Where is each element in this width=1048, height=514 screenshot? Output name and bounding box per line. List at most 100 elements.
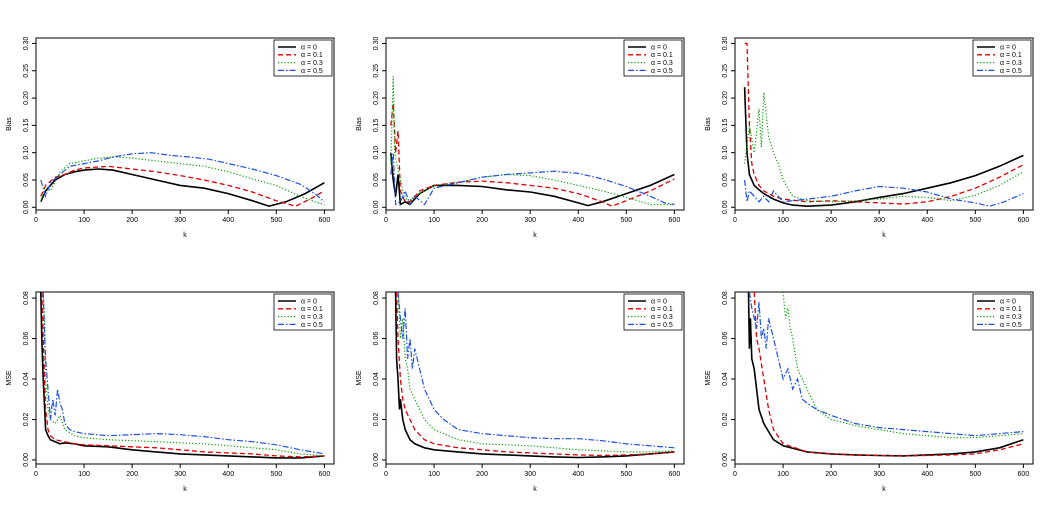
y-tick-label: 0.04 [722,372,729,386]
y-tick-label: 0.06 [722,332,729,346]
y-tick-label: 0.15 [722,118,729,132]
x-axis-title: k [882,486,886,493]
y-tick-label: 0.10 [23,146,30,160]
x-tick-label: 500 [270,217,282,224]
x-tick-label: 300 [873,471,885,478]
series-line-a03 [40,156,325,206]
legend-label-a01: α = 0.1 [1000,306,1022,313]
x-tick-label: 200 [126,471,138,478]
x-tick-label: 100 [428,217,440,224]
legend-label-a03: α = 0.3 [651,314,673,321]
series-line-a05 [40,152,325,203]
x-tick-label: 500 [620,471,632,478]
x-axis-title: k [882,232,886,239]
y-axis-title: Bias [356,117,363,131]
series-line-a03 [42,292,325,457]
series-line-a0 [40,168,325,208]
y-tick-label: 0.05 [373,173,380,187]
x-tick-label: 300 [873,217,885,224]
x-tick-label: 0 [733,471,737,478]
y-tick-label: 0.00 [23,453,30,467]
legend-label-a05: α = 0.5 [1000,68,1022,75]
x-tick-label: 400 [572,217,584,224]
y-tick-label: 0.04 [373,372,380,386]
legend-label-a03: α = 0.3 [651,60,673,67]
legend-label-a03: α = 0.3 [1000,314,1022,321]
x-tick-label: 300 [174,471,186,478]
y-tick-label: 0.08 [23,291,30,305]
x-tick-label: 100 [428,471,440,478]
y-tick-label: 0.02 [373,413,380,427]
legend-label-a01: α = 0.1 [651,52,673,59]
x-tick-label: 0 [34,471,38,478]
chart-panel-5: 0 100 200 300 400 500 600 0.00 0.02 0.04 0.06 0.08 k… [356,291,685,493]
x-tick-label: 100 [777,471,789,478]
series-line-a05 [390,152,675,206]
legend-label-a01: α = 0.1 [301,306,323,313]
legend-label-a05: α = 0.5 [301,68,323,75]
y-tick-label: 0.15 [373,118,380,132]
series-line-a03 [390,76,675,206]
y-tick-label: 0.00 [722,453,729,467]
series-line-a01 [41,292,325,458]
y-tick-label: 0.05 [23,173,30,187]
legend: α = 0α = 0.1α = 0.3α = 0.5 [972,293,1032,331]
series-line-a01 [744,42,1024,205]
y-axis-title: MSE [705,370,712,386]
series-line-a03 [397,292,675,453]
y-tick-label: 0.30 [722,37,729,51]
x-tick-label: 400 [921,217,933,224]
x-tick-label: 600 [319,471,331,478]
plot-frame [35,37,335,211]
y-tick-label: 0.30 [23,37,30,51]
series-group [390,76,675,207]
y-tick-label: 0.20 [722,91,729,105]
legend: α = 0α = 0.1α = 0.3α = 0.5 [972,39,1032,77]
legend: α = 0α = 0.1α = 0.3α = 0.5 [623,39,683,77]
series-group [394,292,675,459]
series-line-a0 [394,292,675,459]
series-line-a05 [397,292,675,449]
x-tick-label: 100 [78,471,90,478]
legend-label-a0: α = 0 [301,44,317,51]
x-tick-label: 600 [669,217,681,224]
y-tick-label: 0.06 [23,332,30,346]
y-tick-label: 0.10 [373,146,380,160]
legend-label-a03: α = 0.3 [1000,60,1022,67]
x-tick-label: 300 [524,471,536,478]
y-axis-title: MSE [6,370,13,386]
x-tick-label: 400 [222,471,234,478]
x-tick-label: 0 [384,217,388,224]
plot-frame [734,291,1034,465]
y-tick-label: 0.08 [722,291,729,305]
series-group [40,292,325,459]
y-axis-title: Bias [6,117,13,131]
chart-panel-2: 0 100 200 300 400 500 600 0.00 0.05 0.10 0.15 0.20 0… [356,37,685,239]
plot-frame [35,291,335,465]
x-tick-label: 100 [777,217,789,224]
legend-box [273,39,333,77]
x-tick-label: 500 [969,217,981,224]
y-tick-label: 0.20 [373,91,380,105]
x-axis-title: k [533,232,537,239]
series-group [747,292,1024,457]
y-tick-label: 0.25 [373,64,380,78]
y-axis-title: MSE [356,370,363,386]
x-axis-title: k [183,486,187,493]
x-tick-label: 200 [825,217,837,224]
y-tick-label: 0.00 [23,200,30,214]
x-tick-label: 200 [476,217,488,224]
y-tick-label: 0.05 [722,173,729,187]
chart-panel-4: 0 100 200 300 400 500 600 0.00 0.02 0.04 0.06 0.08 k… [6,291,335,493]
series-line-a05 [744,179,1024,207]
series-line-a01 [395,292,675,457]
x-tick-label: 0 [733,217,737,224]
x-tick-label: 400 [921,471,933,478]
y-tick-label: 0.20 [23,91,30,105]
chart-panel-1: 0 100 200 300 400 500 600 0.00 0.05 0.10 0.15 0.20 0… [6,37,335,239]
y-tick-label: 0.02 [722,413,729,427]
chart-panel-3: 0 100 200 300 400 500 600 0.00 0.05 0.10 0.15 0.20 0… [705,37,1034,239]
y-tick-label: 0.25 [722,64,729,78]
legend: α = 0α = 0.1α = 0.3α = 0.5 [273,293,333,331]
